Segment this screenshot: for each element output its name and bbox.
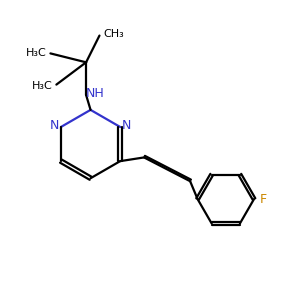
- Text: N: N: [50, 119, 59, 132]
- Text: F: F: [260, 193, 267, 206]
- Text: H₃C: H₃C: [32, 80, 52, 91]
- Text: CH₃: CH₃: [103, 29, 124, 39]
- Text: N: N: [122, 119, 131, 132]
- Text: H₃C: H₃C: [26, 47, 46, 58]
- Text: NH: NH: [85, 87, 104, 100]
